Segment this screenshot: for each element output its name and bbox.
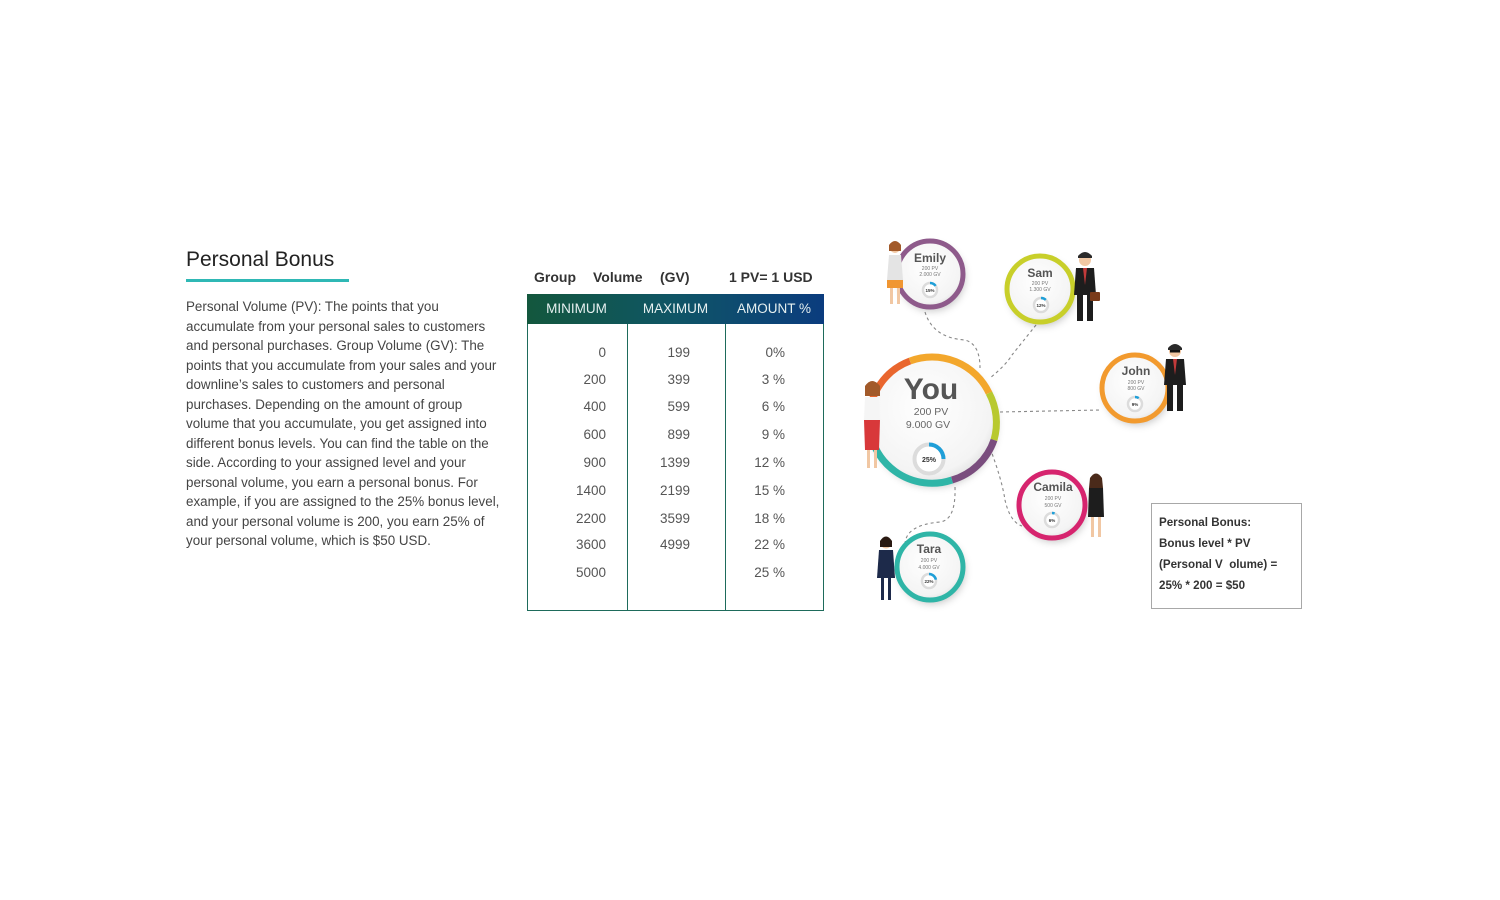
table-caption: Group Volume (GV) 1 PV= 1 USD xyxy=(527,269,827,287)
member-ring xyxy=(894,531,966,603)
member-gv: 800 GV xyxy=(1128,386,1146,392)
member-pv: 200 PV xyxy=(921,558,938,564)
cell-min: 900 xyxy=(583,455,606,470)
network-diagram: You 200 PV 9.000 GV 25% Emily 200 PV 2.0… xyxy=(864,238,1186,603)
cell-amount: 6 % xyxy=(761,399,785,414)
cell-max: 899 xyxy=(667,427,690,442)
node-tara: Tara 200 PV 4.000 GV 22% xyxy=(894,531,966,603)
center-progress-arc xyxy=(928,442,946,460)
member-percent: 15% xyxy=(925,288,934,293)
cell-amount: 3 % xyxy=(761,372,785,387)
center-pv: 200 PV xyxy=(914,406,948,418)
member-ring xyxy=(1004,253,1076,325)
caption-word-volume: Volume xyxy=(593,269,643,285)
section-description: Personal Volume (PV): The points that yo… xyxy=(186,299,500,548)
cell-amount: 15 % xyxy=(754,483,785,498)
header-amount: AMOUNT % xyxy=(736,301,811,316)
member-name: Emily xyxy=(914,251,946,265)
member-progress-arc xyxy=(1134,395,1140,400)
connector-emily xyxy=(924,311,981,369)
member-pv: 200 PV xyxy=(922,266,939,272)
cell-amount: 9 % xyxy=(761,427,785,442)
formula-line-3: 25% * 200 = $50 xyxy=(1159,579,1246,592)
cell-max: 399 xyxy=(667,372,690,387)
conversion-rate: 1 PV= 1 USD xyxy=(729,269,813,285)
member-percent: 22% xyxy=(924,579,933,584)
member-gv: 500 GV xyxy=(1045,503,1063,509)
member-name: John xyxy=(1122,364,1151,378)
cell-max: 199 xyxy=(667,345,690,360)
header-maximum: MAXIMUM xyxy=(642,301,709,316)
cell-min: 600 xyxy=(583,427,606,442)
node-you: You 200 PV 9.000 GV 25% xyxy=(865,353,1000,487)
member-progress-arc xyxy=(1040,296,1047,301)
bonus-level-table: MINIMUM MAXIMUM AMOUNT % 0 199 0% 200 39… xyxy=(526,294,824,611)
cell-max: 2199 xyxy=(659,483,690,498)
header-minimum: MINIMUM xyxy=(546,301,607,316)
column-divider xyxy=(724,324,726,610)
member-pv: 200 PV xyxy=(1032,281,1049,287)
center-percent: 25% xyxy=(922,457,937,464)
center-name: You xyxy=(904,373,958,406)
man-figure-john xyxy=(1164,344,1186,411)
cell-max: 1399 xyxy=(659,455,690,470)
column-divider xyxy=(626,324,628,610)
ring-segment xyxy=(908,353,993,395)
formula-line-1: Bonus level * PV xyxy=(1159,537,1251,550)
woman-figure-emily xyxy=(887,241,903,304)
member-gv: 2.000 GV xyxy=(919,272,941,278)
member-pv: 200 PV xyxy=(1128,380,1145,386)
cell-min: 400 xyxy=(583,399,606,414)
cell-max: 599 xyxy=(667,399,690,414)
member-progress-arc xyxy=(929,281,937,287)
node-john: John 200 PV 800 GV 9% xyxy=(1099,352,1171,424)
woman-figure-camila xyxy=(1088,473,1104,537)
cell-min: 1400 xyxy=(575,483,606,498)
caption-word-gv: (GV) xyxy=(660,269,690,285)
member-percent: 12% xyxy=(1036,303,1045,308)
cell-amount: 22 % xyxy=(754,537,785,552)
connector-sam xyxy=(989,319,1041,379)
cell-amount: 25 % xyxy=(754,565,785,580)
caption-word-group: Group xyxy=(534,269,576,285)
cell-max: 4999 xyxy=(659,537,690,552)
member-gv: 4.000 GV xyxy=(918,565,940,571)
woman-figure-you xyxy=(864,381,880,468)
connector-camila xyxy=(989,447,1023,527)
cell-amount: 18 % xyxy=(754,511,785,526)
cell-amount: 12 % xyxy=(754,455,785,470)
cell-min: 0 xyxy=(598,345,606,360)
cell-min: 5000 xyxy=(575,565,606,580)
connector-lines xyxy=(904,311,1101,546)
center-gv: 9.000 GV xyxy=(906,419,950,431)
formula-box: Personal Bonus: Bonus level * PV (Person… xyxy=(1151,503,1302,609)
connector-john xyxy=(999,409,1101,413)
member-name: Tara xyxy=(917,542,942,556)
woman-figure-tara xyxy=(877,536,895,600)
ring-segment xyxy=(985,391,1000,441)
cell-min: 200 xyxy=(583,372,606,387)
node-camila: Camila 200 PV 500 GV 6% xyxy=(1016,469,1088,541)
member-gv: 1.300 GV xyxy=(1029,287,1051,293)
title-underline xyxy=(186,279,349,282)
section-title: Personal Bonus xyxy=(186,248,335,271)
cell-max: 3599 xyxy=(659,511,690,526)
member-name: Camila xyxy=(1033,480,1073,494)
formula-line-2: (Personal V olume) = xyxy=(1159,558,1278,571)
member-percent: 9% xyxy=(1132,402,1139,407)
cell-amount: 0% xyxy=(765,345,785,360)
ring-segment xyxy=(950,438,998,484)
member-progress-arc xyxy=(928,572,938,581)
node-sam: Sam 200 PV 1.300 GV 12% xyxy=(1004,253,1076,325)
table-header: MINIMUM MAXIMUM AMOUNT % xyxy=(526,294,824,324)
node-emily: Emily 200 PV 2.000 GV 15% xyxy=(894,238,966,310)
member-pv: 200 PV xyxy=(1045,496,1062,502)
cell-min: 2200 xyxy=(575,511,606,526)
member-ring xyxy=(1016,469,1088,541)
cell-min: 3600 xyxy=(575,537,606,552)
member-percent: 6% xyxy=(1049,518,1056,523)
member-name: Sam xyxy=(1027,266,1052,280)
man-figure-sam xyxy=(1074,252,1100,321)
formula-title: Personal Bonus: xyxy=(1159,516,1252,529)
